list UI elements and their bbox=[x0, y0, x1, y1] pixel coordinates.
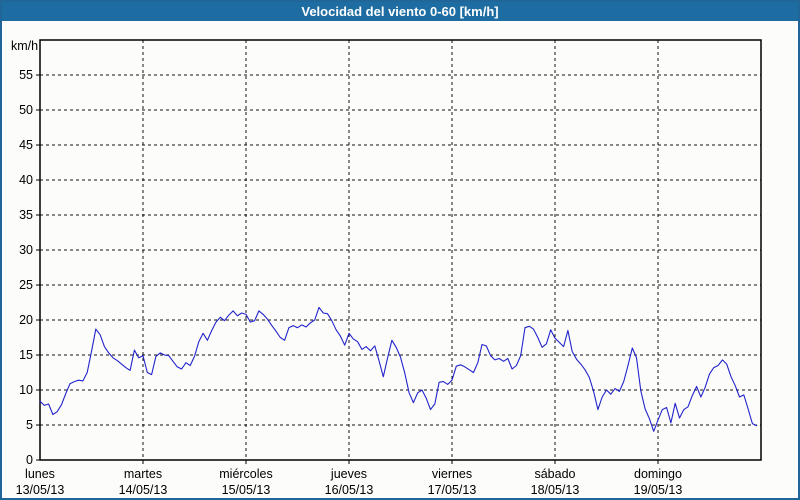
day-name-label: miércoles bbox=[219, 467, 273, 481]
day-name-label: sábado bbox=[534, 467, 575, 481]
day-date-label: 17/05/13 bbox=[428, 483, 477, 497]
day-date-label: 13/05/13 bbox=[16, 483, 65, 497]
chart-title: Velocidad del viento 0-60 [km/h] bbox=[2, 2, 798, 21]
y-tick-label: 45 bbox=[19, 138, 33, 152]
y-tick-label: 35 bbox=[19, 208, 33, 222]
day-date-label: 16/05/13 bbox=[325, 483, 374, 497]
day-date-label: 19/05/13 bbox=[634, 483, 683, 497]
day-date-label: 15/05/13 bbox=[222, 483, 271, 497]
day-date-label: 14/05/13 bbox=[119, 483, 168, 497]
y-tick-label: 0 bbox=[26, 453, 33, 467]
y-tick-label: 5 bbox=[26, 418, 33, 432]
y-tick-label: 55 bbox=[19, 68, 33, 82]
y-axis-unit-label: km/h bbox=[11, 39, 39, 53]
day-date-label: 18/05/13 bbox=[531, 483, 580, 497]
y-tick-label: 30 bbox=[19, 243, 33, 257]
y-tick-label: 20 bbox=[19, 313, 33, 327]
y-tick-label: 15 bbox=[19, 348, 33, 362]
y-tick-label: 40 bbox=[19, 173, 33, 187]
day-name-label: jueves bbox=[330, 467, 367, 481]
y-tick-label: 50 bbox=[19, 103, 33, 117]
y-tick-label: 10 bbox=[19, 383, 33, 397]
day-name-label: lunes bbox=[25, 467, 55, 481]
wind-speed-line bbox=[39, 306, 758, 432]
plot-frame bbox=[39, 39, 762, 461]
day-name-label: domingo bbox=[634, 467, 682, 481]
day-name-label: viernes bbox=[432, 467, 472, 481]
y-tick-label: 25 bbox=[19, 278, 33, 292]
day-name-label: martes bbox=[124, 467, 162, 481]
